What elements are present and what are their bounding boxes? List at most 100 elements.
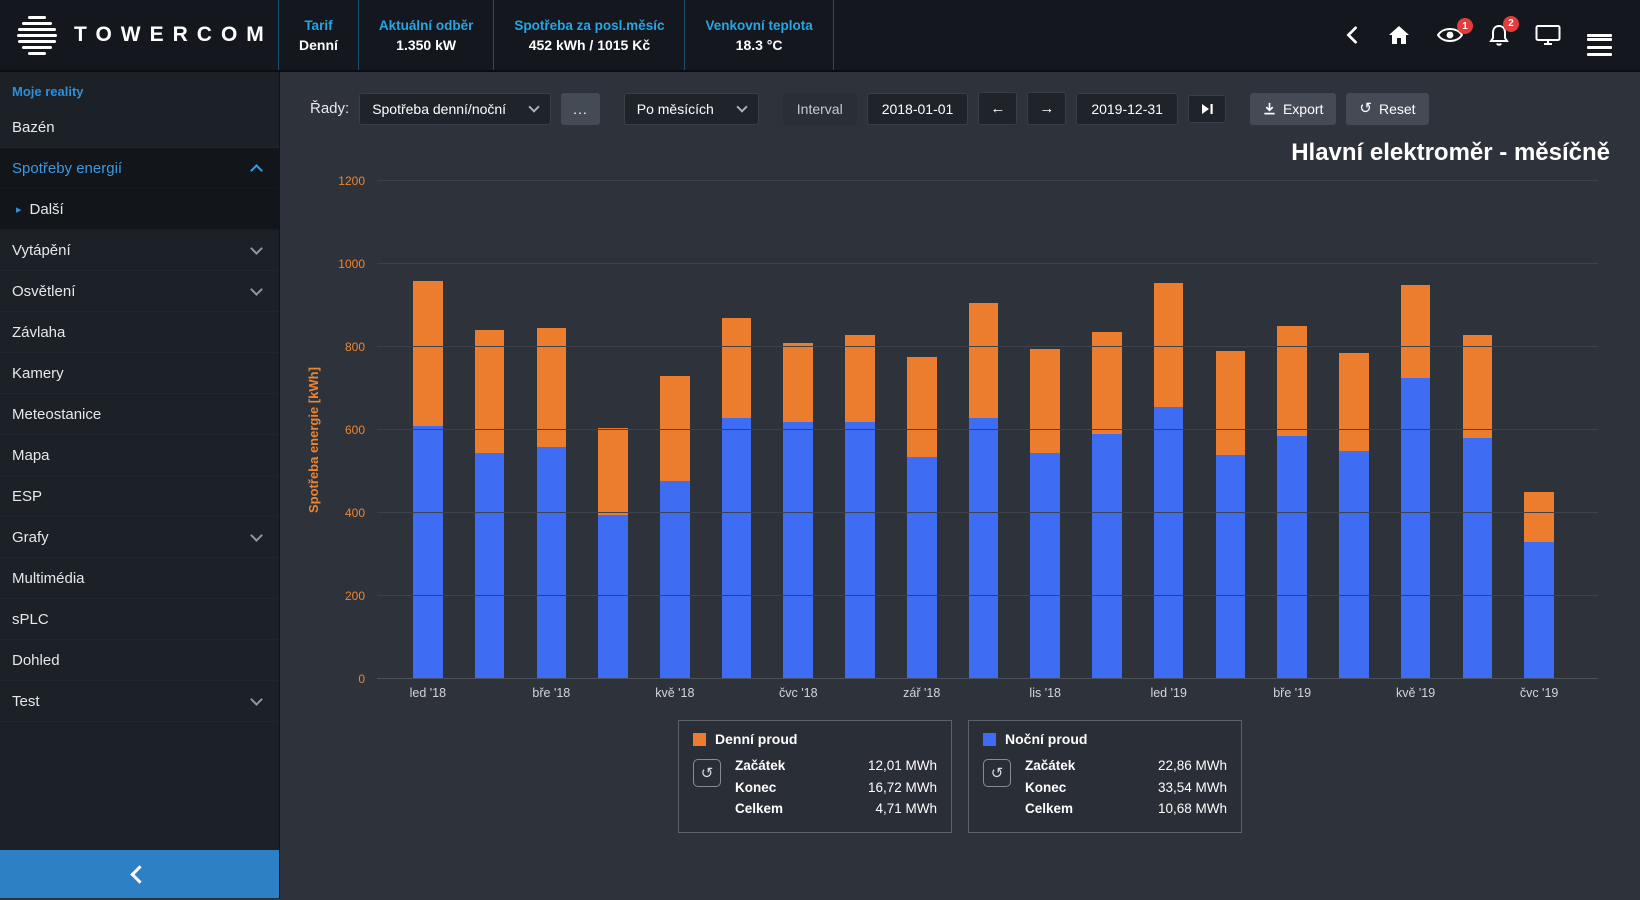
- stat-label: Aktuální odběr: [378, 17, 474, 33]
- legend-cards: Denní proud ↺ Začátek 12,01 MWh Konec 16,72 M…: [280, 720, 1640, 833]
- bar-slot: [1508, 181, 1570, 679]
- arrow-left-icon: ←: [990, 100, 1006, 117]
- bar--er--19[interactable]: [1462, 181, 1493, 679]
- bar-segment-night: [1153, 407, 1184, 679]
- bar---j--18[interactable]: [968, 181, 999, 679]
- menu-button[interactable]: [1587, 29, 1612, 56]
- sidebar-item-grafy[interactable]: Grafy: [0, 517, 279, 558]
- sidebar-item-label: sPLC: [12, 610, 49, 628]
- bar-slot: [1261, 181, 1323, 679]
- stat-value: 452 kWh / 1015 Kč: [528, 36, 651, 53]
- bar-kv---18[interactable]: [659, 181, 690, 679]
- x-axis-label: kvě '19: [1396, 686, 1436, 700]
- sidebar-item-label: Další: [29, 200, 64, 218]
- more-series-button[interactable]: ...: [561, 92, 600, 125]
- sidebar-item-meteostanice[interactable]: Meteostanice: [0, 394, 279, 435]
- sidebar-item-multimedia[interactable]: Multimédia: [0, 558, 279, 599]
- sidebar-item-zavlaha[interactable]: Závlaha: [0, 312, 279, 353]
- chevron-left-icon: [1346, 26, 1357, 44]
- bar-dub--19[interactable]: [1339, 181, 1369, 679]
- bar-b-e--18[interactable]: [536, 181, 567, 679]
- bar-slot: [397, 181, 459, 679]
- export-button[interactable]: Export: [1249, 92, 1337, 125]
- topbar-stat[interactable]: Venkovní teplota 18.3 °C: [684, 0, 834, 70]
- y-axis-tick: 200: [344, 588, 365, 603]
- bar-segment-night: [906, 456, 937, 679]
- bar-lis--18[interactable]: [1030, 181, 1061, 679]
- sidebar-item-dalsi[interactable]: ▸ Další: [0, 189, 279, 230]
- bar-segment-day: [1400, 284, 1431, 379]
- home-button[interactable]: [1387, 24, 1411, 46]
- history-icon[interactable]: ↺: [693, 759, 721, 787]
- sidebar-item-spotreby-energii[interactable]: Spotřeby energií: [0, 148, 279, 189]
- legend-row: Celkem 10,68 MWh: [1025, 798, 1227, 820]
- bar-slot: [829, 181, 891, 679]
- bar-srp--18[interactable]: [845, 181, 875, 679]
- gridline: 1200: [338, 174, 1598, 188]
- bar-segment-night: [845, 421, 875, 679]
- bar-z----18[interactable]: [906, 181, 937, 679]
- sidebar-item-test[interactable]: Test: [0, 681, 279, 722]
- sidebar-item-osvetleni[interactable]: Osvětlení: [0, 271, 279, 312]
- bar-segment-night: [536, 446, 567, 679]
- bar--no--18[interactable]: [474, 181, 505, 679]
- grouping-select[interactable]: Po měsících: [623, 92, 759, 125]
- sidebar-nav: Bazén Spotřeby energií ▸ Další Vytápění Osvět…: [0, 107, 279, 722]
- reset-button[interactable]: ↺ Reset: [1346, 92, 1429, 125]
- bar-led--19[interactable]: [1153, 181, 1184, 679]
- sidebar-item-bazen[interactable]: Bazén: [0, 107, 279, 148]
- bar--er--18[interactable]: [721, 181, 752, 679]
- sidebar-item-label: Meteostanice: [12, 405, 102, 423]
- sidebar-collapse-button[interactable]: [0, 850, 279, 898]
- x-axis-label: lis '18: [1029, 686, 1061, 700]
- next-interval-button[interactable]: →: [1027, 92, 1067, 125]
- home-icon: [1389, 26, 1409, 44]
- x-axis-label: [1200, 686, 1262, 700]
- bar-segment-day: [1462, 334, 1493, 439]
- x-axis-label: [829, 686, 891, 700]
- date-to-input[interactable]: 2019-12-31: [1076, 92, 1178, 125]
- topbar-stat[interactable]: Aktuální odběr 1.350 kW: [357, 0, 494, 70]
- date-from-input[interactable]: 2018-01-01: [866, 92, 969, 125]
- sidebar-section-label: Moje reality: [12, 84, 84, 99]
- topbar-icons: 1 2: [1343, 15, 1640, 56]
- bar--no--19[interactable]: [1215, 181, 1246, 679]
- back-button[interactable]: [1343, 24, 1361, 46]
- display-button[interactable]: [1535, 24, 1561, 46]
- bar--vc--19[interactable]: [1524, 181, 1554, 679]
- bar-b-e--19[interactable]: [1277, 181, 1307, 679]
- notifications-button[interactable]: 2: [1489, 15, 1519, 47]
- prev-interval-button[interactable]: ←: [978, 92, 1018, 125]
- series-select[interactable]: Spotřeba denní/noční: [359, 92, 552, 125]
- legend-row-label: Celkem: [735, 801, 784, 817]
- sidebar-item-dohled[interactable]: Dohled: [0, 640, 279, 681]
- series-label: Řady:: [310, 100, 350, 117]
- bar-led--18[interactable]: [413, 181, 443, 679]
- sidebar-item-esp[interactable]: ESP: [0, 476, 279, 517]
- bar--vc--18[interactable]: [783, 181, 814, 679]
- topbar-stat[interactable]: Tarif Denní: [278, 0, 358, 70]
- sidebar-item-kamery[interactable]: Kamery: [0, 353, 279, 394]
- interval-button[interactable]: Interval: [782, 92, 857, 125]
- bar-slot: [891, 181, 953, 679]
- history-icon[interactable]: ↺: [983, 759, 1011, 787]
- export-label: Export: [1282, 100, 1324, 117]
- brand[interactable]: TOWERCOM: [0, 12, 278, 58]
- bar-slot: [1138, 181, 1200, 679]
- sidebar-item-splc[interactable]: sPLC: [0, 599, 279, 640]
- bar-segment-day: [1030, 349, 1061, 453]
- legend-header: Noční proud: [983, 731, 1227, 747]
- gridline: 800: [345, 340, 1598, 354]
- sidebar-item-vytapeni[interactable]: Vytápění: [0, 230, 279, 271]
- x-axis-labels: led '18 bře '18 kvě '18 čvc '18 zář '18 lis '…: [377, 679, 1598, 700]
- bar-segment-night: [1092, 434, 1122, 679]
- bar-kv---19[interactable]: [1400, 181, 1431, 679]
- bar-pro--18[interactable]: [1092, 181, 1122, 679]
- topbar-stat[interactable]: Spotřeba za posl.měsíc 452 kWh / 1015 Kč: [493, 0, 684, 70]
- sidebar-item-mapa[interactable]: Mapa: [0, 435, 279, 476]
- watch-button[interactable]: 1: [1437, 18, 1473, 44]
- skip-to-end-button[interactable]: [1187, 94, 1226, 123]
- bar-dub--18[interactable]: [598, 181, 628, 679]
- bar-segment-night: [1277, 436, 1307, 679]
- legend-row-value: 16,72 MWh: [867, 779, 937, 795]
